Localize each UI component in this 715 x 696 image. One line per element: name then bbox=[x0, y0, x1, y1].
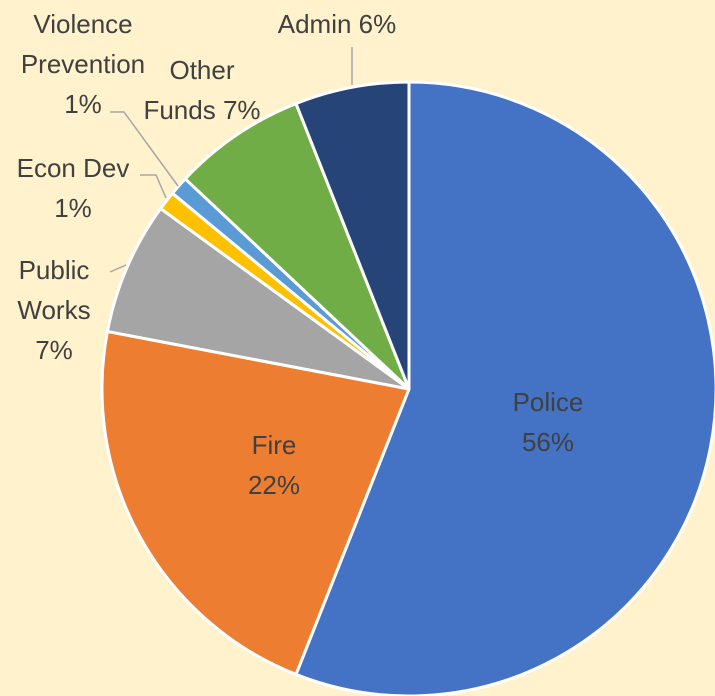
pie-slices bbox=[100, 80, 715, 696]
data-label-other-funds: Other Funds 7% bbox=[143, 55, 260, 125]
leader-lines bbox=[109, 47, 353, 273]
data-label-line: Police bbox=[513, 387, 584, 417]
data-label-admin: Admin 6% bbox=[278, 9, 397, 39]
data-labels: Police 56%Fire 22%Public Works 7%Econ Dev 1%V… bbox=[17, 9, 584, 500]
data-label-violence-prevention: Violence Prevention 1% bbox=[21, 9, 145, 119]
data-label-line: 56% bbox=[522, 427, 574, 457]
data-label-line: Violence bbox=[33, 9, 132, 39]
data-label-line: Econ Dev bbox=[17, 153, 130, 183]
pie-slice-other-funds bbox=[183, 102, 411, 391]
data-label-line: Admin 6% bbox=[278, 9, 397, 39]
pie-slice-admin bbox=[294, 80, 411, 391]
data-label-line: Public bbox=[19, 255, 90, 285]
data-label-public-works: Public Works 7% bbox=[17, 255, 90, 365]
leader-line-public-works bbox=[109, 264, 127, 273]
data-label-line: Works bbox=[17, 295, 90, 325]
data-label-line: Fire bbox=[252, 430, 297, 460]
pie-slice-public-works bbox=[105, 207, 411, 391]
data-label-line: Funds 7% bbox=[143, 95, 260, 125]
data-label-fire: Fire 22% bbox=[248, 430, 300, 500]
leader-line-econ-dev bbox=[140, 174, 167, 199]
data-label-line: 1% bbox=[54, 193, 92, 223]
data-label-line: Other bbox=[169, 55, 234, 85]
leader-line-violence-prevention bbox=[110, 111, 179, 187]
data-label-line: 22% bbox=[248, 470, 300, 500]
data-label-econ-dev: Econ Dev 1% bbox=[17, 153, 130, 223]
data-label-line: Prevention bbox=[21, 49, 145, 79]
data-label-line: 7% bbox=[35, 335, 73, 365]
data-label-line: 1% bbox=[64, 89, 102, 119]
data-label-police: Police 56% bbox=[513, 387, 584, 457]
pie-slice-fire bbox=[100, 329, 411, 676]
pie-slice-police bbox=[294, 80, 715, 696]
